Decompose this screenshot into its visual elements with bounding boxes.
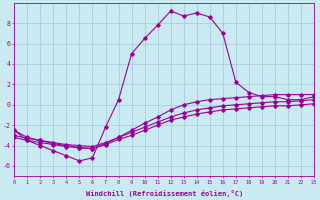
X-axis label: Windchill (Refroidissement éolien,°C): Windchill (Refroidissement éolien,°C) (85, 190, 243, 197)
